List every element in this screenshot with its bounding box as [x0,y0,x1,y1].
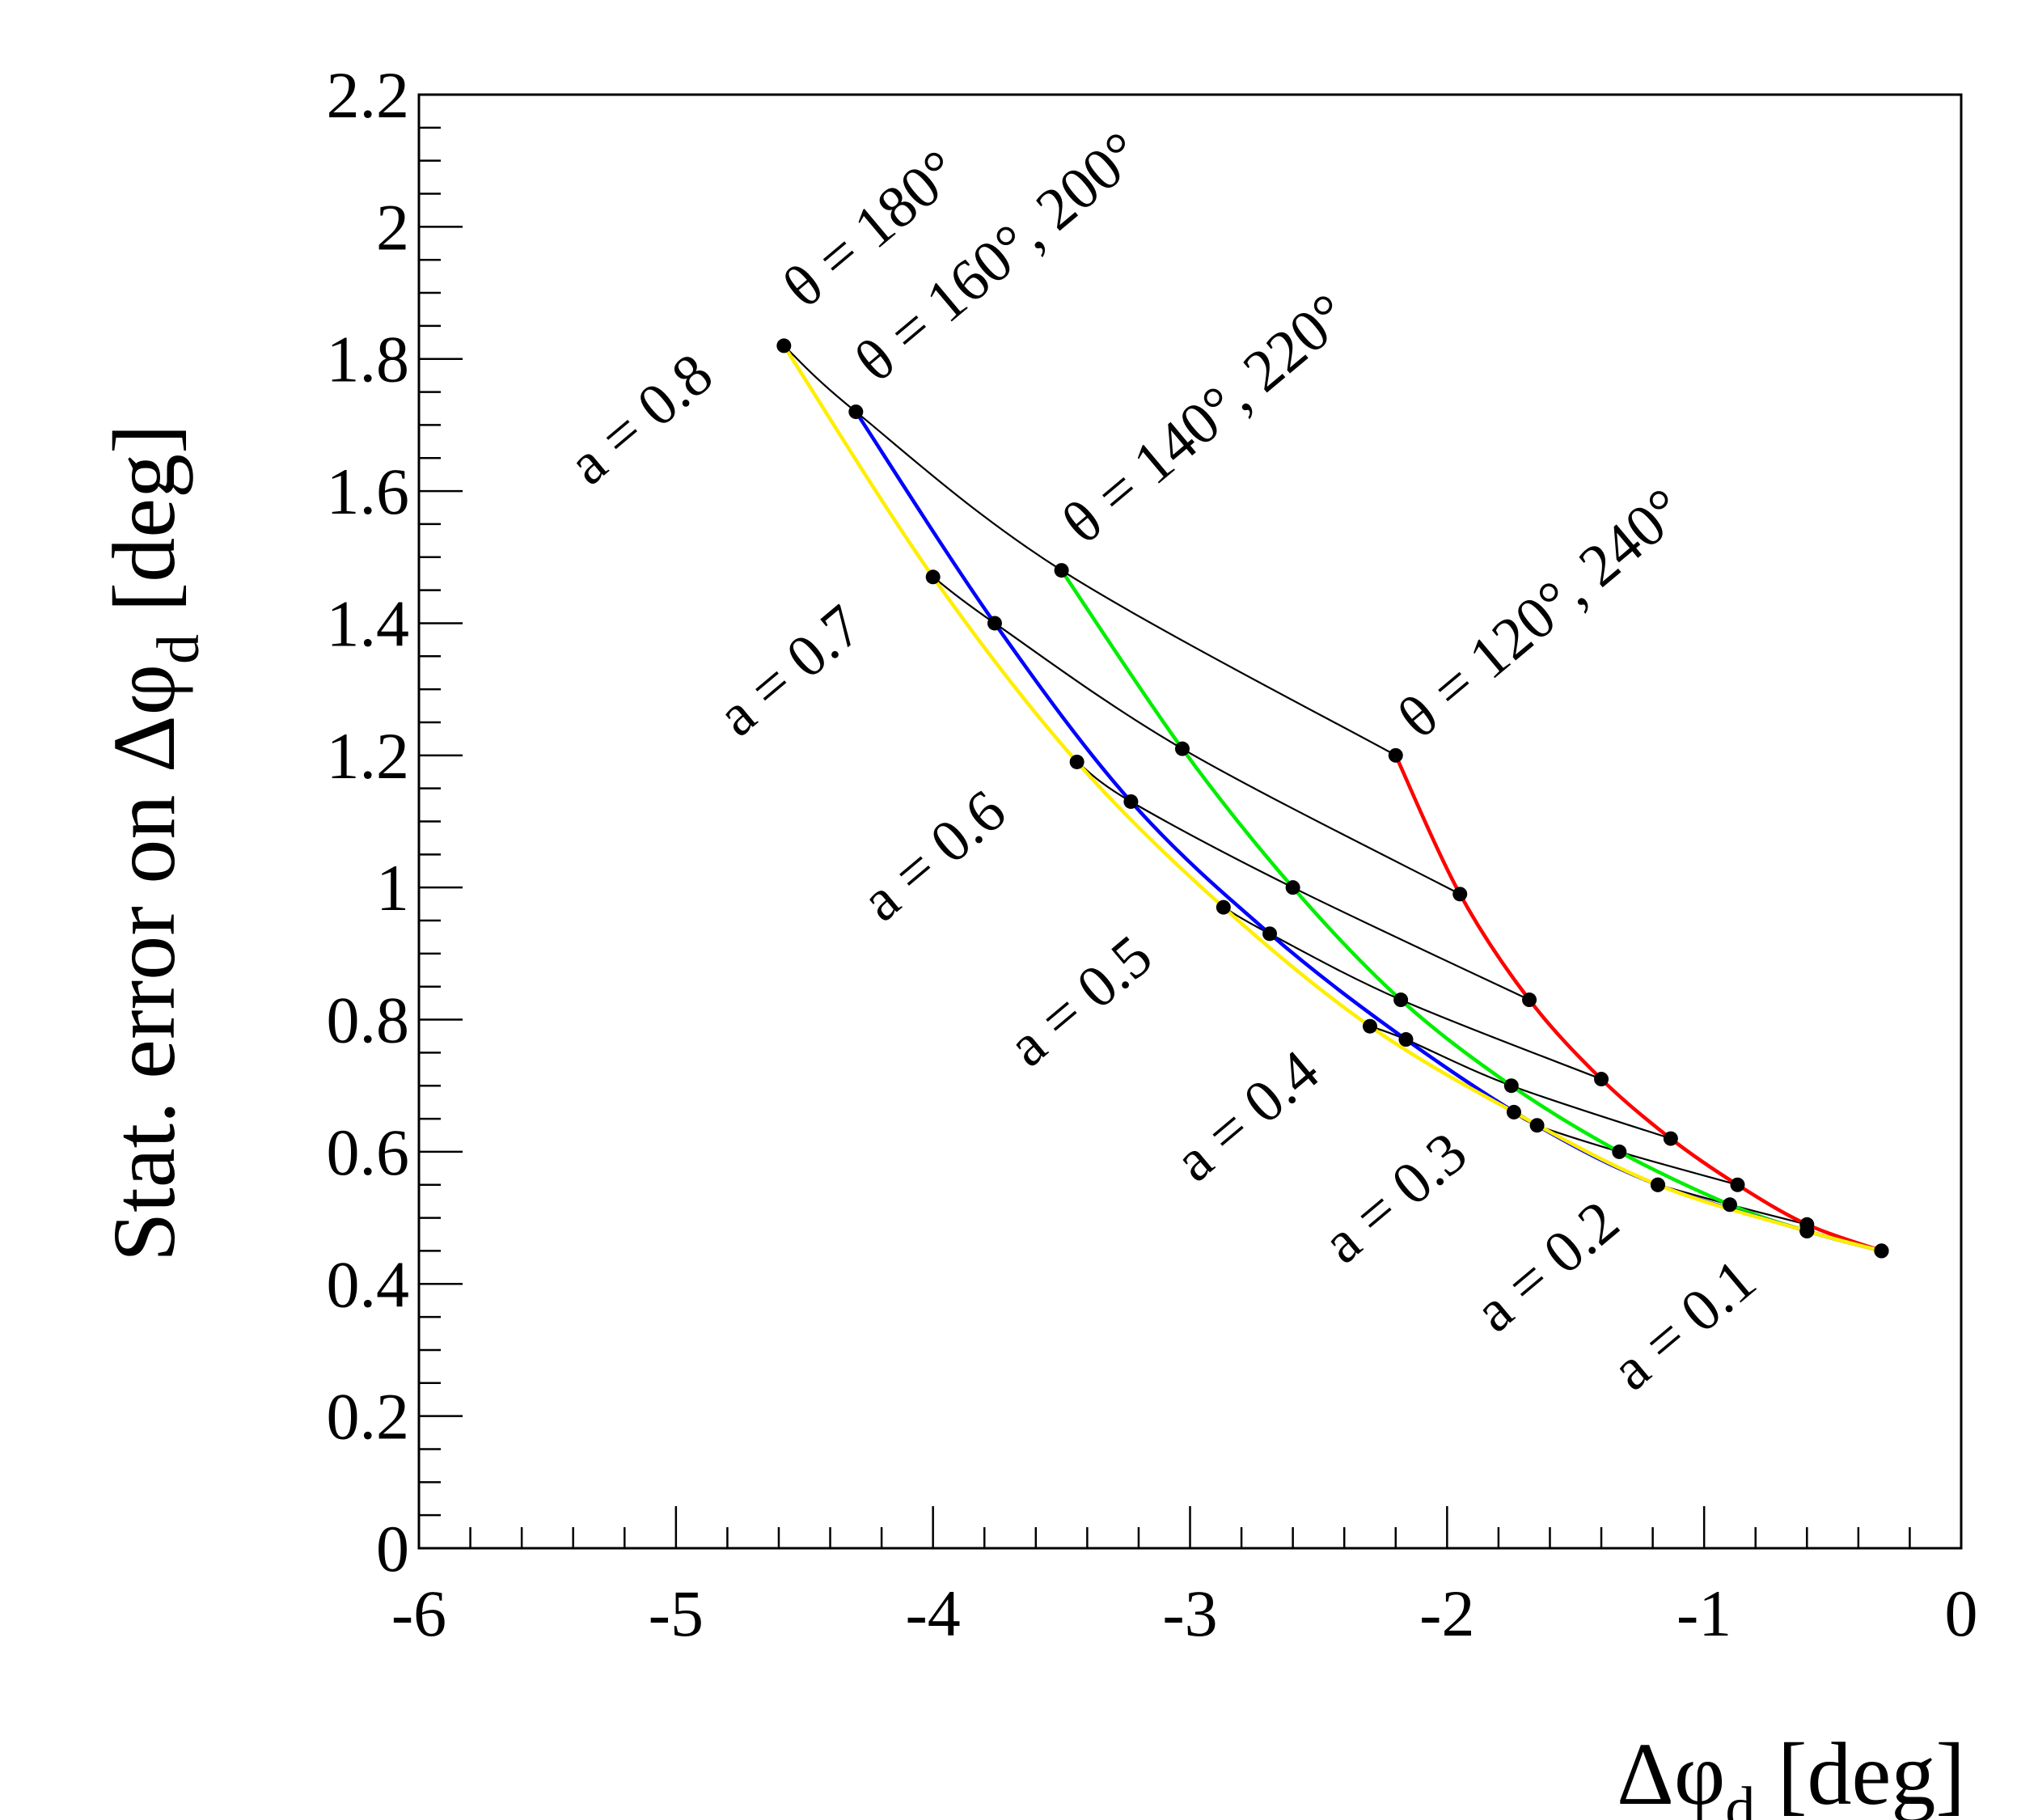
x-tick-label: -1 [1676,1577,1731,1650]
curve-annotations: θ = 120°, 240°θ = 140°, 220°θ = 160°, 20… [556,119,1769,1403]
data-point [1503,1078,1519,1094]
theta-curves [782,345,1883,1253]
y-tick-label: 1 [376,851,409,925]
data-point [1663,1131,1678,1146]
data-point [925,569,941,585]
data-point [1398,1032,1414,1048]
data-point [1452,887,1468,902]
data-point [1285,880,1300,895]
a-label: a = 0.3 [1310,1120,1479,1276]
a-label: a = 0.6 [849,777,1018,934]
data-point [1529,1118,1545,1133]
y-axis-tick-labels: 0 0.2 0.4 0.6 0.8 1 1.2 1.4 1.6 1.8 2 2.2 [327,58,410,1585]
data-point [776,338,792,353]
data-point [1506,1104,1521,1120]
y-tick-label: 2.2 [327,58,410,132]
a-curve [1369,1025,1672,1140]
x-tick-label: 0 [1945,1577,1978,1650]
a-label: a = 0.7 [705,592,874,749]
a-curves [783,345,1882,1252]
y-tick-label: 1.4 [327,586,410,660]
y-axis-title-unit: [deg] [95,424,193,634]
theta-curve [782,345,1883,1253]
y-tick-label: 0 [376,1512,409,1585]
y-tick-label: 1.2 [327,719,410,793]
a-label: a = 0.1 [1600,1246,1769,1403]
data-point [1874,1243,1889,1259]
a-label: a = 0.5 [996,923,1165,1080]
data-markers [776,338,1889,1259]
y-axis-title: Stat. error on Δφd [deg] [95,424,212,1262]
data-point [1730,1177,1745,1192]
a-curve [1076,761,1530,1001]
y-axis-title-subscript: d [146,634,212,664]
y-tick-label: 1.6 [327,455,410,528]
data-point [1174,741,1190,756]
x-axis-title-main: Δφ [1617,1725,1725,1820]
theta-label: θ = 140°, 220° [1051,281,1361,557]
data-point [1393,993,1409,1008]
y-tick-label: 0.4 [327,1247,410,1321]
a-curve [783,345,1397,756]
y-tick-label: 0.8 [327,984,410,1057]
data-point [1522,993,1537,1008]
a-label: a = 0.4 [1162,1038,1331,1195]
x-tick-label: -2 [1419,1577,1474,1650]
plot-frame [417,93,1963,1550]
data-point [1262,926,1278,942]
data-point [1069,754,1085,769]
x-axis-ticks [417,1506,1963,1548]
data-point [848,404,864,420]
data-point [1594,1072,1609,1087]
y-tick-label: 2 [376,190,409,264]
data-point [987,616,1002,631]
y-tick-label: 1.8 [327,323,410,396]
x-axis-title-unit: [deg] [1755,1725,1965,1820]
x-axis-title-subscript: d [1725,1776,1755,1820]
theta-label: θ = 120°, 240° [1386,476,1697,751]
data-point [1123,794,1139,809]
x-tick-label: -4 [906,1577,961,1650]
x-tick-label: -5 [649,1577,704,1650]
x-axis-title: Δφd [deg] [1617,1725,1965,1820]
x-axis-tick-labels: -6 -5 -4 -3 -2 -1 0 [391,1577,1978,1650]
data-point [1722,1197,1737,1213]
data-point [1388,747,1403,763]
y-tick-label: 0.2 [327,1380,410,1454]
data-point [1362,1018,1377,1034]
theta-label: θ = 160°, 200° [844,119,1154,395]
data-point [1216,899,1231,915]
a-curve [932,576,1461,895]
data-point [1650,1177,1665,1192]
a-label: a = 0.8 [556,341,725,497]
y-axis-title-main: Stat. error on Δφ [95,664,193,1262]
data-point [1799,1223,1815,1238]
y-tick-label: 0.6 [327,1115,410,1189]
a-curve [1223,906,1602,1081]
a-label: a = 0.2 [1462,1188,1631,1345]
x-tick-label: -3 [1162,1577,1217,1650]
y-axis-ticks [419,93,463,1550]
data-point [1054,563,1069,578]
x-tick-label: -6 [391,1577,446,1650]
data-point [1612,1144,1627,1159]
